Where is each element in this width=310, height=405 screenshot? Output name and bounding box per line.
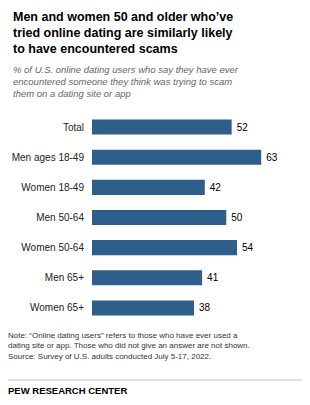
svg-text:Men 65+: Men 65+ (45, 272, 84, 283)
svg-text:dating site or app. Those who: dating site or app. Those who did not gi… (8, 341, 250, 350)
svg-text:52: 52 (237, 122, 249, 133)
svg-text:Note: “Online dating users” re: Note: “Online dating users” refers to th… (8, 331, 238, 340)
svg-text:to have encountered scams: to have encountered scams (13, 42, 178, 56)
svg-text:Men ages 18-49: Men ages 18-49 (12, 152, 85, 163)
svg-text:encountered someone they think: encountered someone they think was tryin… (13, 76, 232, 87)
svg-text:Source: Survey of U.S. adults: Source: Survey of U.S. adults conducted … (8, 352, 211, 361)
svg-text:Total: Total (63, 122, 84, 133)
svg-text:54: 54 (242, 242, 254, 253)
svg-text:them on a dating site or app: them on a dating site or app (13, 88, 131, 99)
svg-text:% of U.S. online dating users: % of U.S. online dating users who say th… (13, 64, 239, 75)
svg-text:Women 50-64: Women 50-64 (21, 242, 84, 253)
svg-text:50: 50 (231, 212, 243, 223)
svg-text:Women 18-49: Women 18-49 (21, 182, 84, 193)
svg-text:42: 42 (210, 182, 222, 193)
svg-text:63: 63 (266, 152, 278, 163)
svg-text:Men 50-64: Men 50-64 (36, 212, 84, 223)
svg-text:Men and women 50 and older who: Men and women 50 and older who’ve (13, 10, 233, 24)
svg-text:Women 65+: Women 65+ (30, 302, 84, 313)
svg-text:38: 38 (199, 302, 211, 313)
svg-text:tried online dating are simila: tried online dating are similarly likely (13, 26, 233, 40)
svg-text:PEW RESEARCH CENTER: PEW RESEARCH CENTER (8, 385, 127, 396)
svg-text:41: 41 (207, 272, 219, 283)
